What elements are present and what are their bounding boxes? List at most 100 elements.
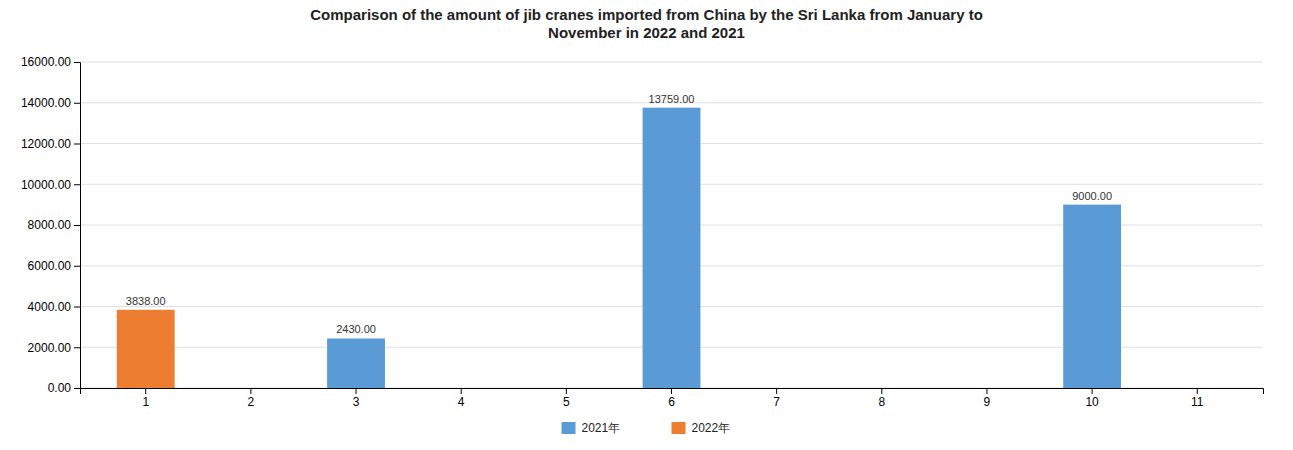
- tick-label: 4000.00: [28, 300, 72, 314]
- tick-mark: [74, 347, 80, 348]
- bar: [1063, 205, 1121, 388]
- tick-label: 6: [668, 395, 675, 409]
- tick: 8: [878, 388, 885, 409]
- title-line: November in 2022 and 2021: [548, 24, 745, 41]
- legend-swatch: [672, 422, 686, 434]
- bar: [1063, 388, 1121, 389]
- tick-label: 16000.00: [21, 55, 71, 69]
- bar: [327, 338, 385, 388]
- tick-mark: [74, 266, 80, 267]
- tick: 6: [668, 388, 675, 409]
- tick-mark: [74, 225, 80, 226]
- axis-line: [81, 389, 1264, 395]
- tick-label: 11: [1191, 395, 1204, 409]
- tick-mark: [1197, 388, 1198, 394]
- tick-label: 2000.00: [28, 341, 72, 355]
- tick: 10: [1085, 388, 1099, 409]
- chart: Comparison of the amount of jib cranes i…: [0, 0, 1293, 450]
- bar: [1168, 388, 1226, 389]
- data-labels: 2430.00 13759.00 9000.00 3838.00: [126, 93, 1112, 336]
- tick-label: 12000.00: [21, 137, 71, 151]
- grid: [80, 62, 1263, 388]
- bar: [537, 388, 595, 389]
- tick-label: 9: [984, 395, 991, 409]
- bar: [1168, 388, 1226, 389]
- tick: 1: [142, 388, 149, 409]
- tick-label: 3: [353, 395, 360, 409]
- tick-mark: [776, 388, 777, 394]
- y-axis: 0.002000.004000.006000.008000.0010000.00…: [21, 55, 81, 395]
- bars: [117, 108, 1121, 388]
- tick: 8000.00: [28, 218, 80, 232]
- tick-mark: [461, 388, 462, 394]
- tick-label: 7: [773, 395, 780, 409]
- bar: [222, 388, 280, 389]
- grid-line: [80, 62, 1263, 63]
- legend-item: 2022年: [672, 421, 731, 435]
- tick: 7: [773, 388, 780, 409]
- data-label: 9000.00: [1072, 190, 1112, 202]
- legend-label: 2021年: [582, 421, 621, 435]
- tick-mark: [671, 388, 672, 394]
- tick: 2000.00: [28, 341, 80, 355]
- tick: 5: [563, 388, 570, 409]
- tick-mark: [74, 307, 80, 308]
- bar: [853, 388, 911, 389]
- title: Comparison of the amount of jib cranes i…: [310, 6, 983, 41]
- tick-mark: [74, 144, 80, 145]
- tick-mark: [986, 388, 987, 394]
- tick: 14000.00: [21, 96, 80, 110]
- bar-series: [117, 310, 175, 388]
- tick-label: 10: [1085, 395, 1099, 409]
- tick: 6000.00: [28, 259, 80, 273]
- legend: 2021年 2022年: [562, 421, 731, 435]
- tick: 12000.00: [21, 137, 80, 151]
- tick: 4000.00: [28, 300, 80, 314]
- tick-mark: [1092, 388, 1093, 394]
- data-label: 13759.00: [649, 93, 695, 105]
- tick: 4: [458, 388, 465, 409]
- bar: [958, 388, 1016, 389]
- bar: [958, 388, 1016, 389]
- tick-label: 4: [458, 395, 465, 409]
- bar: [748, 388, 806, 389]
- tick-label: 6000.00: [28, 259, 72, 273]
- bar: [327, 388, 385, 389]
- data-label: 2430.00: [336, 323, 376, 335]
- tick: 16000.00: [21, 55, 80, 69]
- tick-label: 8: [878, 395, 885, 409]
- title-line: Comparison of the amount of jib cranes i…: [310, 6, 983, 23]
- tick-mark: [881, 388, 882, 394]
- tick-mark: [566, 388, 567, 394]
- axis-line: [74, 63, 81, 389]
- bar: [117, 310, 175, 388]
- bar: [432, 388, 490, 389]
- bar: [643, 108, 701, 388]
- tick: 3: [353, 388, 360, 409]
- x-axis: 1 2 3 4 5 6 7 8 9 10 11: [81, 388, 1264, 409]
- bar: [432, 388, 490, 389]
- tick-mark: [74, 103, 80, 104]
- tick-label: 8000.00: [28, 218, 72, 232]
- tick-mark: [74, 184, 80, 185]
- legend-swatch: [562, 422, 576, 434]
- legend-label: 2022年: [692, 421, 731, 435]
- tick-label: 10000.00: [21, 178, 71, 192]
- tick-mark: [74, 388, 80, 389]
- tick-mark: [356, 388, 357, 394]
- tick: 11: [1191, 388, 1204, 409]
- tick-mark: [145, 388, 146, 394]
- bar: [222, 388, 280, 389]
- bar: [537, 388, 595, 389]
- tick-label: 1: [142, 395, 149, 409]
- tick-label: 5: [563, 395, 570, 409]
- tick-label: 14000.00: [21, 96, 71, 110]
- bar: [853, 388, 911, 389]
- tick: 2: [248, 388, 255, 409]
- tick: 10000.00: [21, 178, 80, 192]
- tick-label: 2: [248, 395, 255, 409]
- bar: [748, 388, 806, 389]
- tick-mark: [250, 388, 251, 394]
- bar: [643, 388, 701, 389]
- data-label: 3838.00: [126, 295, 166, 307]
